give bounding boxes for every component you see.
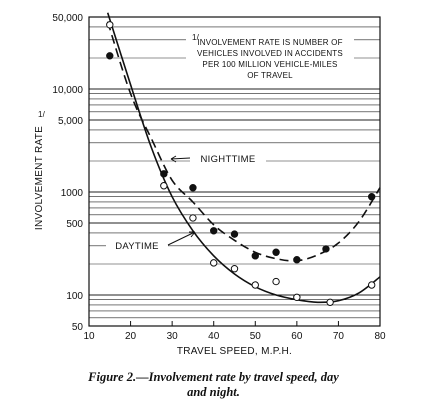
x-tick-label: 80 — [374, 331, 386, 342]
nighttime-curve — [106, 21, 381, 262]
figure-caption: Figure 2.—Involvement rate by travel spe… — [0, 370, 427, 400]
footnote-background — [186, 33, 354, 80]
daytime-label: DAYTIME — [115, 241, 159, 252]
footnote-line-3: PER 100 MILLION VEHICLE-MILES — [202, 60, 337, 69]
daytime-data-point — [160, 182, 168, 190]
x-tick-labels: 10 20 30 40 50 60 70 80 — [83, 321, 386, 342]
daytime-data-point — [210, 259, 218, 267]
y-axis-label-group: INVOLVEMENT RATE 1/ — [34, 110, 46, 230]
x-axis-label: TRAVEL SPEED, M.P.H. — [177, 346, 292, 357]
caption-line-1: Figure 2.—Involvement rate by travel spe… — [88, 370, 339, 384]
daytime-data-point — [367, 281, 376, 289]
nighttime-data-point — [160, 170, 168, 178]
y-tick-label: 1000 — [61, 188, 84, 199]
y-axis-label: INVOLVEMENT RATE — [34, 126, 45, 230]
daytime-data-point — [106, 21, 114, 29]
nighttime-data-point — [251, 252, 259, 260]
y-tick-label: 100 — [66, 291, 83, 302]
data-points — [106, 21, 376, 306]
nighttime-data-point — [106, 52, 114, 60]
daytime-data-point — [326, 298, 334, 306]
daytime-label-leader — [167, 231, 196, 246]
daytime-data-point — [293, 293, 301, 301]
nighttime-label-group: NIGHTTIME — [170, 152, 266, 165]
involvement-rate-chart: 10 20 30 40 50 60 70 80 50 100 500 1000 5,000 10,000… — [34, 12, 386, 357]
daytime-data-point — [189, 214, 197, 222]
y-tick-labels: 50 100 500 1000 5,000 10,000 50,000 — [52, 13, 83, 333]
y-tick-label: 50,000 — [52, 13, 83, 24]
daytime-data-point — [230, 265, 239, 273]
daytime-label-background — [106, 239, 168, 252]
daytime-data-point — [251, 281, 259, 289]
plot-frame — [88, 16, 381, 327]
footnote-line-2: VEHICLES INVOLVED IN ACCIDENTS — [197, 49, 343, 58]
nighttime-data-point — [210, 227, 218, 235]
x-tick-label: 50 — [250, 331, 262, 342]
y-tick-label: 500 — [66, 219, 83, 230]
footnote-marker: 1/ — [192, 33, 200, 42]
nighttime-data-point — [367, 193, 376, 201]
x-tick-label: 20 — [125, 331, 137, 342]
y-tick-label: 5,000 — [58, 116, 83, 127]
y-axis-label-footnote-marker: 1/ — [38, 110, 46, 119]
x-tick-label: 60 — [291, 331, 303, 342]
daytime-data-point — [272, 277, 280, 286]
x-tick-label: 70 — [333, 331, 345, 342]
nighttime-data-point — [272, 248, 280, 256]
nighttime-data-point — [293, 256, 301, 264]
daytime-label-group: DAYTIME — [106, 231, 196, 252]
footnote-line-1: INVOLVEMENT RATE IS NUMBER OF — [197, 38, 342, 47]
daytime-curve — [106, 12, 381, 304]
caption-line-2: and night. — [187, 385, 240, 399]
nighttime-label-leader — [170, 155, 191, 163]
footnote-box: 1/ INVOLVEMENT RATE IS NUMBER OF VEHICLE… — [186, 33, 354, 80]
x-tick-label: 10 — [83, 331, 95, 342]
y-tick-label: 50 — [72, 322, 84, 333]
nighttime-data-point — [189, 184, 197, 192]
curves — [106, 12, 381, 304]
x-tick-label: 40 — [208, 331, 220, 342]
y-tick-label: 10,000 — [52, 85, 83, 96]
nighttime-label: NIGHTTIME — [201, 154, 256, 165]
nighttime-data-point — [230, 230, 239, 238]
footnote-line-4: OF TRAVEL — [247, 71, 293, 80]
nighttime-label-background — [190, 152, 266, 165]
x-tick-label: 30 — [167, 331, 179, 342]
nighttime-data-point — [322, 245, 330, 253]
